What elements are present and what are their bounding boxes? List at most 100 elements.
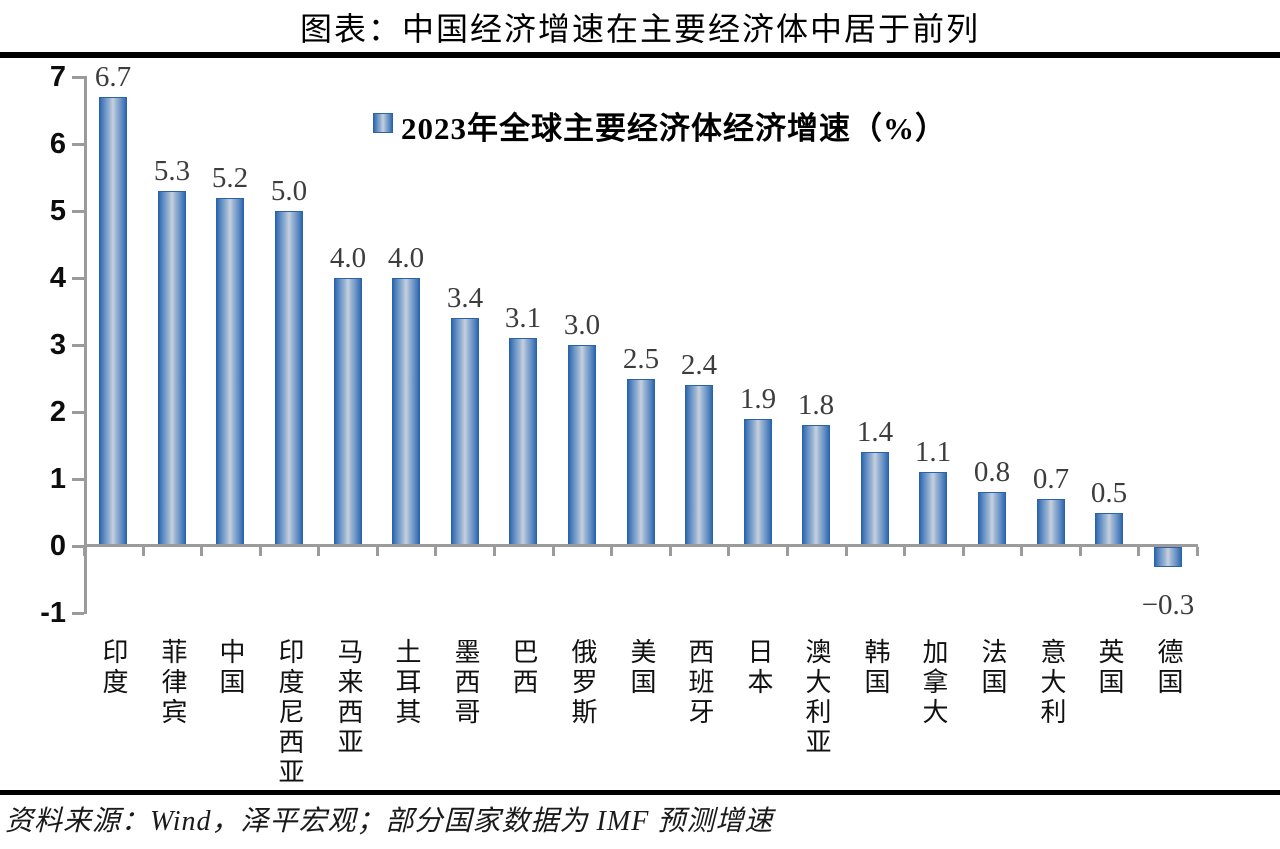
x-axis-tick [434,547,437,556]
x-axis-tick [1079,547,1082,556]
bar-value-label: 3.1 [504,302,542,334]
source-note: 资料来源：Wind，泽平宏观；部分国家数据为 IMF 预测增速 [5,806,774,837]
bar [802,425,830,546]
bar-value-label: 4.0 [329,242,367,274]
x-axis-tick [1020,547,1023,556]
y-axis-tick-label: 2 [49,396,66,428]
y-axis-tick [72,545,84,548]
y-axis-tick-label: 0 [49,530,66,562]
category-label: 意大利 [1037,638,1066,728]
y-axis-tick-label: 7 [49,61,66,93]
y-axis-tick [72,478,84,481]
bar [451,318,479,546]
bar-value-label: 1.4 [856,416,894,448]
category-label: 印度 [99,638,128,698]
y-axis-tick-label: 6 [49,128,66,160]
x-axis-tick [552,547,555,556]
bar-value-label: 0.5 [1090,477,1128,509]
y-axis-line [84,76,87,614]
bar [1154,547,1182,567]
y-axis-tick [72,76,84,79]
bar [275,211,303,546]
x-axis-tick [200,547,203,556]
bar-value-label: 4.0 [387,242,425,274]
y-axis-tick-label: -1 [40,597,66,629]
x-axis-tick [727,547,730,556]
x-axis-tick [259,547,262,556]
category-label: 西班牙 [685,638,714,728]
bar-value-label: 3.0 [563,309,601,341]
category-label: 巴西 [509,638,538,698]
bar [744,419,772,546]
y-axis-tick-label: 3 [49,329,66,361]
bar-value-label: 0.8 [973,456,1011,488]
bar [1037,499,1065,546]
x-axis-tick [142,547,145,556]
category-label: 印度尼西亚 [275,638,304,788]
legend-label: 2023年全球主要经济体经济增速（%） [401,111,947,146]
category-label: 德国 [1154,638,1183,698]
bottom-divider [0,790,1280,795]
x-axis-tick [669,547,672,556]
x-axis-tick [610,547,613,556]
x-axis-tick [962,547,965,556]
x-axis-tick [1196,547,1199,556]
chart-legend: 2023年全球主要经济体经济增速（%） [373,103,947,148]
bar-value-label: 3.4 [446,282,484,314]
category-label: 墨西哥 [451,638,480,728]
bar-value-label: 5.2 [211,162,249,194]
bar-value-label: 0.7 [1032,463,1070,495]
y-axis-tick-label: 4 [49,262,66,294]
bar-value-label: −0.3 [1141,589,1195,621]
category-label: 澳大利亚 [802,638,831,758]
x-axis-tick [1137,547,1140,556]
bar [861,452,889,546]
category-label: 土耳其 [392,638,421,728]
category-label: 日本 [744,638,773,698]
bar-value-label: 1.9 [739,383,777,415]
y-axis-tick [72,612,84,615]
bar [216,198,244,546]
x-axis-tick [845,547,848,556]
bar [509,338,537,546]
bar-value-label: 6.7 [94,61,132,93]
bar-value-label: 1.1 [914,436,952,468]
bar [99,97,127,546]
bar [685,385,713,546]
category-label: 俄罗斯 [568,638,597,728]
x-axis-tick [317,547,320,556]
x-axis-tick [786,547,789,556]
bar-value-label: 5.0 [270,175,308,207]
category-label: 美国 [627,638,656,698]
category-label: 加拿大 [919,638,948,728]
y-axis-tick-label: 1 [49,463,66,495]
category-label: 中国 [216,638,245,698]
top-divider [0,52,1280,58]
y-axis-tick [72,277,84,280]
bar-value-label: 2.5 [622,343,660,375]
bar [919,472,947,546]
x-axis-tick [903,547,906,556]
x-axis-line [84,544,1198,547]
bar-value-label: 5.3 [153,155,191,187]
category-label: 英国 [1095,638,1124,698]
bar [158,191,186,546]
category-label: 韩国 [861,638,890,698]
bar [392,278,420,546]
y-axis-tick [72,411,84,414]
y-axis-tick [72,143,84,146]
bar [978,492,1006,546]
bar-value-label: 2.4 [680,349,718,381]
x-axis-tick [493,547,496,556]
category-label: 菲律宾 [158,638,187,728]
category-label: 马来西亚 [334,638,363,758]
y-axis-tick [72,344,84,347]
bar [334,278,362,546]
page-title: 图表：中国经济增速在主要经济体中居于前列 [299,11,980,47]
category-label: 法国 [978,638,1007,698]
bar [1095,513,1123,547]
y-axis-tick-label: 5 [49,195,66,227]
y-axis-tick [72,210,84,213]
